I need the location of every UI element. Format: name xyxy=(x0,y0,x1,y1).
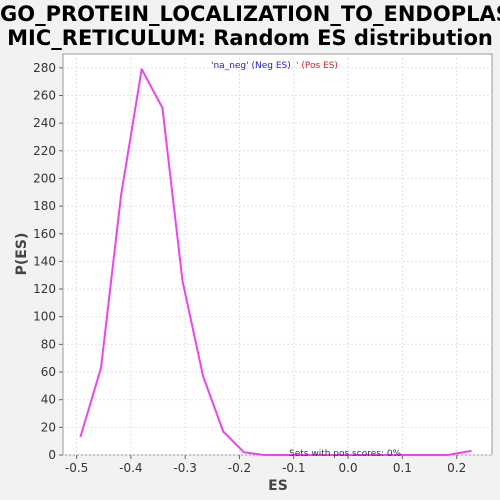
x-tick-label: 0.0 xyxy=(339,461,358,475)
grid-lines xyxy=(63,54,492,456)
y-tick-label: 280 xyxy=(33,61,56,75)
x-tick-label: 0.2 xyxy=(447,461,466,475)
y-tick-label: 100 xyxy=(33,310,56,324)
legend-pos-label: ' (Pos ES) xyxy=(296,61,338,71)
y-tick-label: 220 xyxy=(33,144,56,158)
y-tick-label: 20 xyxy=(41,420,56,434)
plot-area xyxy=(62,53,493,456)
y-tick-label: 200 xyxy=(33,171,56,185)
y-tick-label: 260 xyxy=(33,88,56,102)
chart-title: GO_PROTEIN_LOCALIZATION_TO_ENDOPLAS MIC_… xyxy=(0,2,500,50)
y-tick-label: 120 xyxy=(33,282,56,296)
series-group xyxy=(79,68,472,456)
x-tick-label: -0.1 xyxy=(282,461,305,475)
x-axis-ticks: -0.5 -0.4 -0.3 -0.2 -0.1 0.0 0.1 0.2 xyxy=(65,455,466,475)
x-tick-label: 0.1 xyxy=(393,461,412,475)
pos-scores-annotation: Sets with pos scores: 0% xyxy=(289,449,402,459)
y-tick-label: 80 xyxy=(41,337,56,351)
x-tick-label: -0.4 xyxy=(119,461,142,475)
legend-neg-label: 'na_neg' (Neg ES) xyxy=(211,61,291,71)
y-tick-label: 160 xyxy=(33,227,56,241)
y-axis-label: P(ES) xyxy=(14,233,30,276)
y-tick-label: 40 xyxy=(41,393,56,407)
chart-title-line-2: MIC_RETICULUM: Random ES distribution xyxy=(7,26,493,50)
x-tick-label: -0.3 xyxy=(173,461,196,475)
y-tick-label: 180 xyxy=(33,199,56,213)
x-axis-label: ES xyxy=(268,478,288,494)
chart-title-line-1: GO_PROTEIN_LOCALIZATION_TO_ENDOPLAS xyxy=(0,2,500,26)
x-tick-label: -0.5 xyxy=(65,461,88,475)
y-axis-ticks: 0 20 40 60 80 100 120 140 160 180 200 220 240 260 280 xyxy=(33,61,63,462)
y-tick-label: 240 xyxy=(33,116,56,130)
es-distribution-line xyxy=(79,68,472,456)
y-tick-label: 60 xyxy=(41,365,56,379)
y-tick-label: 140 xyxy=(33,254,56,268)
x-tick-label: -0.2 xyxy=(228,461,251,475)
y-tick-label: 0 xyxy=(48,448,56,462)
